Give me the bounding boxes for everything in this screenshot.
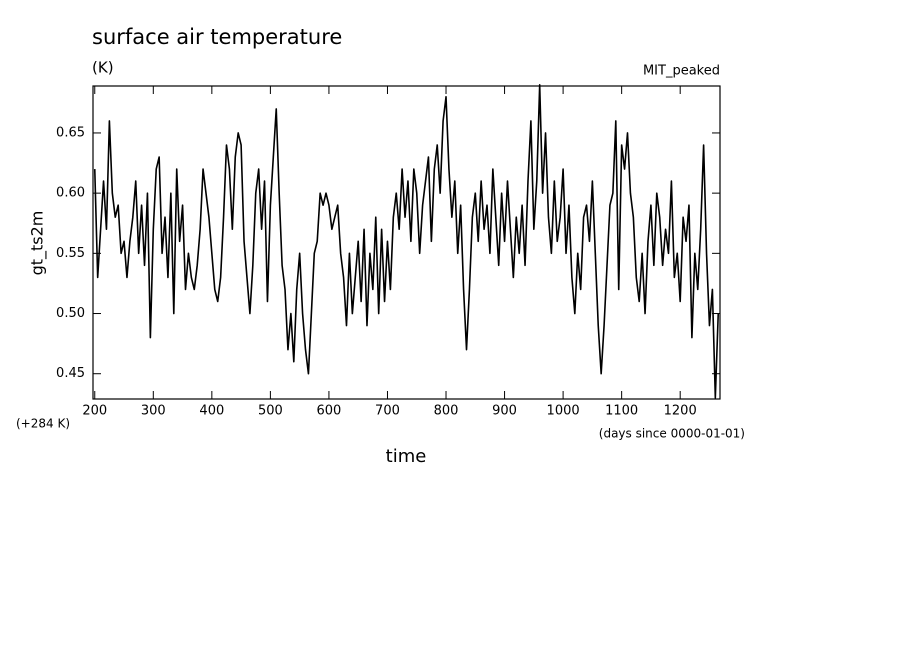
y-tick-label: 0.60 [56, 186, 85, 201]
x-tick-label: 700 [375, 404, 400, 419]
x-tick-label: 800 [434, 404, 459, 419]
x-tick-label: 1200 [664, 404, 697, 419]
y-axis-label: gt_ts2m [28, 211, 48, 276]
y-tick-label: 0.50 [56, 306, 85, 321]
x-tick-label: 1100 [605, 404, 638, 419]
chart-title: surface air temperature [92, 25, 342, 49]
x-tick-label: 600 [317, 404, 342, 419]
x-units-label: (days since 0000-01-01) [599, 427, 745, 441]
data-line [93, 84, 720, 399]
y-offset-label: (+284 K) [16, 417, 70, 431]
x-tick-label: 300 [141, 404, 166, 419]
chart-subtitle: (K) [92, 59, 114, 77]
x-tick-label: 400 [199, 404, 224, 419]
y-tick-label: 0.45 [56, 366, 85, 381]
x-tick-label: 900 [492, 404, 517, 419]
y-tick-label: 0.55 [56, 246, 85, 261]
plot-frame [92, 85, 721, 400]
x-tick-label: 500 [258, 404, 283, 419]
x-axis-label: time [386, 446, 427, 467]
annotation: MIT_peaked [643, 64, 720, 79]
x-tick-label: 200 [82, 404, 107, 419]
x-tick-label: 1000 [547, 404, 580, 419]
y-tick-label: 0.65 [56, 125, 85, 140]
